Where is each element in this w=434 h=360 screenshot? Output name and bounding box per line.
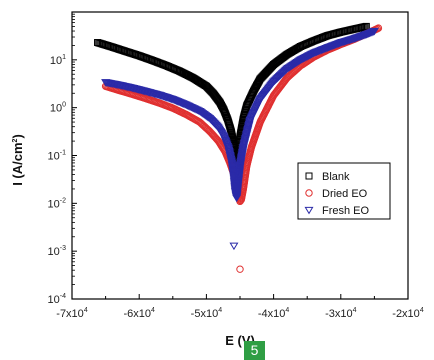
series-point-4 [237, 266, 243, 272]
legend-label: Blank [322, 171, 350, 183]
y-tick-label: 100 [50, 102, 66, 115]
x-tick-label: -5x104 [191, 307, 223, 320]
x-tick-label: -4x104 [258, 307, 290, 320]
series-layer [95, 23, 382, 272]
x-tick-label: -2x104 [392, 307, 424, 320]
page-number-badge: 5 [244, 341, 265, 360]
data-point [230, 243, 237, 249]
x-tick-label: -3x104 [325, 307, 357, 320]
series-point-3 [230, 243, 237, 249]
legend-label: Dried EO [322, 188, 368, 200]
legend: Blank Dried EO Fresh EO [298, 163, 390, 219]
x-tick-label: -6x104 [123, 307, 155, 320]
y-tick-label: 10-4 [48, 293, 67, 306]
y-tick-label: 10-3 [48, 245, 67, 258]
y-tick-label: 10-1 [48, 150, 67, 163]
legend-label: Fresh EO [322, 205, 370, 217]
y-tick-label: 101 [50, 54, 66, 67]
svg-text:I (A/cm2): I (A/cm2) [10, 134, 25, 186]
data-point [237, 266, 243, 272]
y-tick-label: 10-2 [48, 197, 67, 210]
y-axis-title: I (A/cm2) [10, 134, 25, 186]
x-tick-label: -7x104 [56, 307, 88, 320]
